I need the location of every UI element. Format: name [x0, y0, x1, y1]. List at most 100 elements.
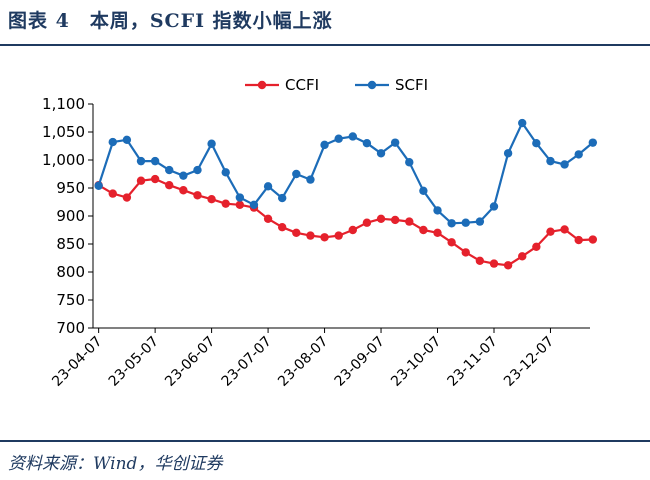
scfi-point: [306, 175, 315, 184]
scfi-point: [108, 137, 117, 147]
ccfi-point: [108, 189, 117, 198]
ccfi-point: [503, 261, 513, 270]
scfi-point: [518, 118, 527, 128]
ccfi-point: [475, 256, 485, 265]
ccfi-point: [221, 199, 230, 208]
ccfi-point: [405, 217, 414, 226]
y-tick-label: 1,100: [42, 95, 85, 113]
scfi-legend-marker: [367, 80, 377, 90]
ccfi-point: [348, 225, 357, 235]
ccfi-point: [292, 228, 301, 237]
scfi-point: [362, 139, 372, 148]
x-tick-label: 23-04-07: [49, 334, 105, 390]
x-tick-label: 23-12-07: [501, 334, 557, 390]
ccfi-point: [306, 231, 315, 240]
line-chart: 700 750 800 850 900 950 1,000 1,050 1,100 23-04-0…: [42, 76, 598, 390]
ccfi-point: [518, 252, 527, 261]
ccfi-legend-marker: [257, 80, 267, 90]
source-divider: [0, 440, 650, 442]
y-tick-label: 1,050: [42, 123, 85, 141]
ccfi-point: [390, 215, 400, 225]
scfi-point: [94, 181, 103, 190]
ccfi-point: [560, 225, 569, 234]
source-note: 资料来源：Wind，华创证券: [8, 454, 223, 474]
scfi-point: [207, 139, 216, 148]
scfi-point: [376, 149, 386, 158]
ccfi-point: [447, 238, 456, 247]
scfi-point: [122, 135, 132, 145]
ccfi-point: [165, 181, 174, 190]
x-tick-label: 23-08-07: [275, 334, 331, 390]
ccfi-point: [489, 259, 499, 268]
scfi-point: [447, 219, 456, 228]
scfi-point: [560, 160, 569, 169]
y-tick-label: 850: [56, 235, 85, 253]
scfi-point: [263, 182, 273, 191]
scfi-point: [419, 186, 428, 195]
ccfi-point: [207, 195, 216, 204]
ccfi-point: [136, 176, 146, 185]
ccfi-point: [588, 235, 598, 244]
scfi-point: [390, 138, 400, 147]
y-tick-label: 800: [56, 263, 85, 281]
y-tick-label: 1,000: [42, 151, 85, 169]
scfi-point: [574, 150, 583, 159]
scfi-point: [136, 156, 146, 166]
y-tick-label: 950: [56, 179, 85, 197]
scfi-point: [334, 134, 343, 143]
ccfi-legend-label: CCFI: [285, 76, 319, 94]
ccfi-point: [263, 214, 273, 223]
y-tick-label: 750: [56, 291, 85, 309]
x-tick-label: 23-11-07: [445, 334, 501, 390]
x-tick-label: 23-09-07: [332, 334, 388, 390]
scfi-point: [179, 171, 188, 180]
scfi-point: [249, 200, 259, 209]
title-divider: [0, 44, 650, 46]
ccfi-point: [433, 228, 442, 237]
ccfi-point: [277, 223, 287, 232]
ccfi-point: [150, 174, 160, 184]
scfi-point: [150, 156, 160, 166]
scfi-point: [348, 132, 357, 141]
scfi-point: [475, 217, 485, 226]
ccfi-point: [376, 214, 386, 223]
scfi-point: [193, 165, 202, 175]
scfi-point: [532, 139, 541, 148]
scfi-point: [221, 168, 230, 177]
ccfi-point: [193, 191, 202, 200]
ccfi-point: [419, 225, 428, 235]
scfi-point: [165, 165, 174, 175]
ccfi-point: [546, 227, 555, 236]
x-tick-label: 23-10-07: [388, 334, 444, 390]
x-tick-label: 23-06-07: [162, 334, 218, 390]
ccfi-point: [362, 218, 372, 227]
scfi-point: [588, 138, 598, 147]
ccfi-point: [334, 231, 343, 240]
ccfi-point: [532, 242, 541, 251]
scfi-point: [546, 156, 555, 166]
scfi-point: [235, 193, 245, 202]
scfi-point: [405, 158, 414, 167]
ccfi-point: [122, 193, 132, 202]
ccfi-point: [320, 233, 329, 242]
scfi-legend-label: SCFI: [395, 76, 428, 94]
scfi-series-line: [97, 121, 594, 225]
scfi-point: [292, 169, 301, 179]
x-tick-label: 23-05-07: [106, 334, 162, 390]
ccfi-point: [574, 235, 583, 245]
x-tick-label: 23-07-07: [219, 334, 275, 390]
ccfi-series-line: [98, 177, 593, 267]
ccfi-point: [179, 186, 188, 195]
ccfi-point: [235, 200, 245, 209]
figure-title: 图表 4 本周，SCFI 指数小幅上涨: [8, 10, 333, 32]
scfi-point: [277, 193, 287, 203]
scfi-point: [461, 218, 470, 227]
scfi-point: [503, 149, 513, 158]
scfi-point: [489, 202, 499, 211]
y-tick-label: 900: [56, 207, 85, 225]
y-tick-label: 700: [56, 319, 85, 337]
scfi-point: [433, 206, 442, 215]
ccfi-point: [461, 248, 470, 257]
scfi-point: [320, 140, 329, 150]
